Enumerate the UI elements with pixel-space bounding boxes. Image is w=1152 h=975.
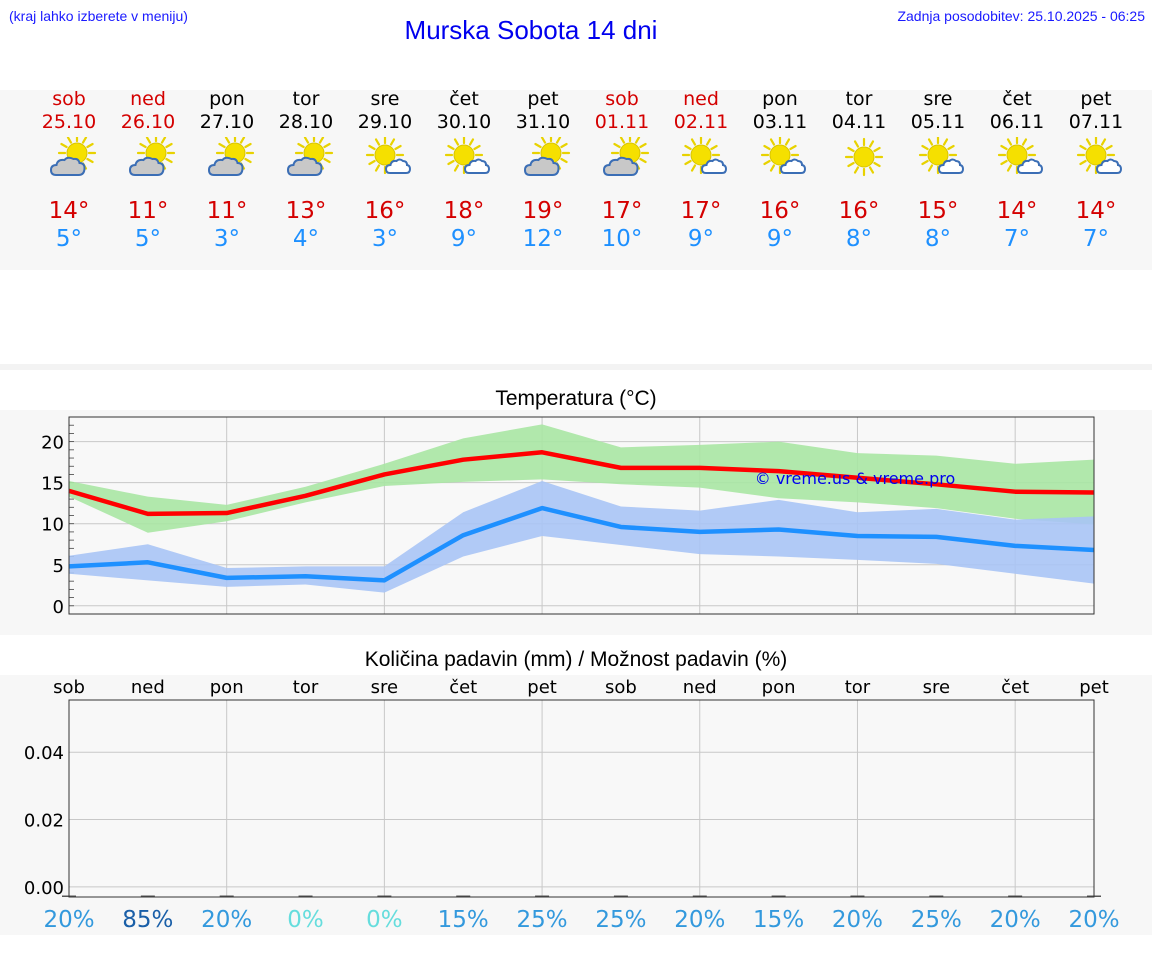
- precipitation-chart-title: Količina padavin (mm) / Možnost padavin …: [364, 648, 788, 671]
- sun-small-cloud-icon: [997, 135, 1047, 181]
- min-temperature: 12°: [522, 226, 564, 252]
- day-date: 28.10: [278, 111, 334, 133]
- day-date: 04.11: [831, 111, 887, 133]
- min-temperature: 7°: [1003, 226, 1031, 252]
- min-temperature: 9°: [450, 226, 478, 252]
- day-name: tor: [845, 88, 873, 110]
- min-temperature: 10°: [601, 226, 643, 252]
- day-name: pon: [209, 88, 245, 110]
- sun-small-cloud-icon: [365, 135, 415, 181]
- sun-small-cloud-icon: [681, 135, 731, 181]
- min-temperature: 4°: [292, 226, 320, 252]
- sun-cloud-icon: [523, 133, 573, 181]
- max-temperature: 19°: [522, 198, 564, 224]
- max-temperature: 14°: [996, 198, 1038, 224]
- day-name: pet: [1080, 88, 1112, 110]
- min-temperature: 3°: [371, 226, 399, 252]
- max-temperature: 14°: [1075, 198, 1117, 224]
- day-date: 01.11: [594, 111, 650, 133]
- min-temperature: 9°: [687, 226, 715, 252]
- sun-icon: [839, 137, 889, 181]
- sun-small-cloud-icon: [444, 135, 494, 181]
- page-title: Murska Sobota 14 dni: [404, 15, 658, 45]
- day-date: 27.10: [199, 111, 255, 133]
- sun-cloud-icon: [286, 133, 336, 181]
- temperature-chart-background: [0, 410, 1152, 635]
- sun-small-cloud-icon: [1076, 135, 1126, 181]
- separator: [0, 364, 1152, 370]
- day-name: ned: [130, 88, 166, 110]
- max-temperature: 17°: [680, 198, 722, 224]
- min-temperature: 7°: [1082, 226, 1110, 252]
- min-temperature: 9°: [766, 226, 794, 252]
- min-temperature: 8°: [845, 226, 873, 252]
- sun-cloud-icon: [602, 133, 652, 181]
- sun-small-cloud-icon: [918, 135, 968, 181]
- day-date: 29.10: [357, 111, 413, 133]
- sun-cloud-icon: [49, 133, 99, 181]
- day-date: 03.11: [752, 111, 808, 133]
- day-name: čet: [449, 88, 479, 110]
- day-name: sob: [52, 88, 86, 110]
- sun-cloud-icon: [128, 133, 178, 181]
- day-date: 06.11: [989, 111, 1045, 133]
- day-date: 26.10: [120, 111, 176, 133]
- max-temperature: 11°: [127, 198, 169, 224]
- max-temperature: 11°: [206, 198, 248, 224]
- day-date: 02.11: [673, 111, 729, 133]
- last-update: Zadnja posodobitev: 25.10.2025 - 06:25: [897, 8, 1145, 24]
- min-temperature: 3°: [213, 226, 241, 252]
- location-hint: (kraj lahko izberete v meniju): [9, 8, 188, 24]
- day-date: 07.11: [1068, 111, 1124, 133]
- max-temperature: 18°: [443, 198, 485, 224]
- day-name: sre: [923, 88, 953, 110]
- temperature-chart-title: Temperatura (°C): [495, 387, 657, 410]
- min-temperature: 5°: [55, 226, 83, 252]
- max-temperature: 16°: [838, 198, 880, 224]
- max-temperature: 16°: [364, 198, 406, 224]
- min-temperature: 5°: [134, 226, 162, 252]
- day-date: 25.10: [41, 111, 97, 133]
- day-date: 05.11: [910, 111, 966, 133]
- max-temperature: 13°: [285, 198, 327, 224]
- max-temperature: 15°: [917, 198, 959, 224]
- day-name: sob: [605, 88, 639, 110]
- precipitation-chart-background: [0, 675, 1152, 935]
- forecast-strip: [0, 90, 1152, 270]
- day-date: 30.10: [436, 111, 492, 133]
- min-temperature: 8°: [924, 226, 952, 252]
- sun-small-cloud-icon: [760, 135, 810, 181]
- day-name: ned: [683, 88, 719, 110]
- day-name: pon: [762, 88, 798, 110]
- day-name: sre: [370, 88, 400, 110]
- day-name: tor: [292, 88, 320, 110]
- max-temperature: 17°: [601, 198, 643, 224]
- day-date: 31.10: [515, 111, 571, 133]
- day-name: čet: [1002, 88, 1032, 110]
- sun-cloud-icon: [207, 133, 257, 181]
- max-temperature: 14°: [48, 198, 90, 224]
- day-name: pet: [527, 88, 559, 110]
- max-temperature: 16°: [759, 198, 801, 224]
